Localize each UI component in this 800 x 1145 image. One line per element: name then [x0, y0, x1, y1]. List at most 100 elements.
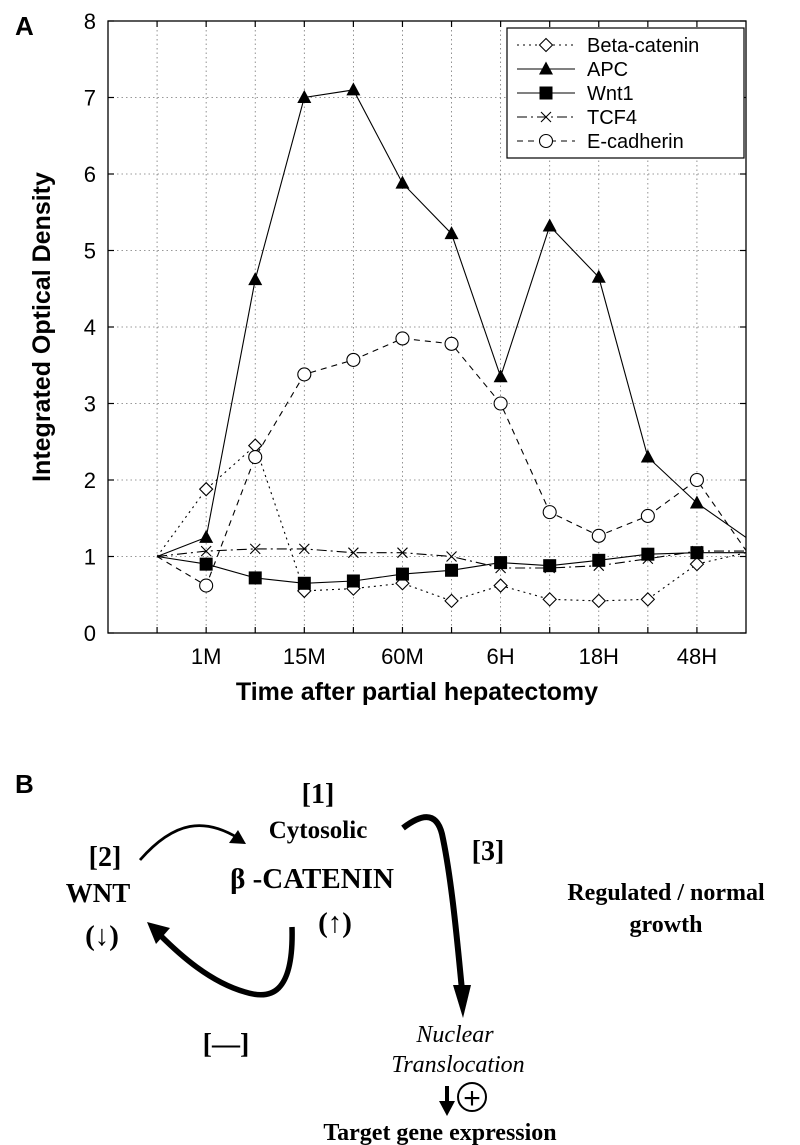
- target-gene-label: Target gene expression: [323, 1120, 556, 1145]
- series-e-cadherin: [156, 331, 747, 593]
- data-point: [542, 592, 557, 607]
- data-point: [591, 528, 606, 543]
- y-tick-label: 2: [84, 468, 96, 493]
- data-point: [493, 369, 508, 383]
- y-tick-label: 5: [84, 239, 96, 264]
- wnt-to-catenin-arrowhead: [229, 830, 246, 844]
- nuclear-line2: Translocation: [391, 1052, 524, 1078]
- legend-item: Beta-catenin: [517, 35, 699, 57]
- series-beta-catenin: [156, 438, 747, 609]
- x-axis-label: Time after partial hepatectomy: [236, 678, 598, 706]
- data-point: [397, 547, 408, 559]
- data-point: [347, 547, 359, 559]
- data-point: [248, 449, 263, 465]
- data-point: [198, 481, 214, 497]
- x-tick-label: 18H: [579, 644, 619, 669]
- y-tick-label: 7: [84, 86, 96, 111]
- down-arrow-small: [439, 1086, 455, 1116]
- data-point: [346, 352, 361, 367]
- data-point: [493, 396, 508, 411]
- data-point: [691, 545, 703, 557]
- x-tick-label: 6H: [487, 644, 515, 669]
- data-point: [444, 593, 459, 609]
- data-point: [640, 592, 656, 607]
- panel-a-label: A: [15, 11, 34, 41]
- data-point: [493, 578, 508, 593]
- data-point: [542, 218, 557, 232]
- data-point: [297, 90, 312, 103]
- series-apc: [156, 82, 747, 558]
- x-axis-ticks: 1M 15M 60M 6H 18H 48H: [156, 21, 717, 669]
- y-axis-ticks: 0 1 2 3 4 5 6 7 8: [84, 9, 746, 646]
- circled-plus-symbol: +: [457, 1082, 487, 1115]
- data-point: [346, 574, 360, 588]
- data-point: [346, 82, 361, 96]
- series-wnt1: [157, 546, 746, 590]
- y-tick-label: 1: [84, 545, 96, 570]
- y-tick-label: 0: [84, 621, 96, 646]
- wnt-label: WNT: [66, 878, 131, 908]
- step-2-tag: [2]: [89, 842, 122, 873]
- data-point: [297, 367, 312, 382]
- data-point: [591, 269, 606, 283]
- beta-catenin-up: (↑): [318, 907, 352, 939]
- legend-label: Wnt1: [587, 83, 634, 105]
- step-3-tag: [3]: [472, 836, 505, 867]
- data-point: [444, 226, 459, 240]
- legend-label: TCF4: [587, 107, 637, 129]
- data-point: [395, 175, 410, 189]
- data-point: [298, 543, 310, 555]
- data-point: [199, 529, 214, 543]
- legend-item: Wnt1: [517, 83, 634, 105]
- data-point: [640, 508, 655, 524]
- y-tick-label: 3: [84, 392, 96, 417]
- legend-item: E-cadherin: [517, 131, 684, 153]
- data-point: [446, 551, 457, 562]
- svg-text:+: +: [463, 1082, 481, 1115]
- legend-item: TCF4: [517, 107, 637, 129]
- data-point: [640, 449, 655, 463]
- data-point: [445, 563, 459, 577]
- inhibition-tag: [—]: [203, 1029, 250, 1060]
- wnt-to-catenin-arrow: [138, 824, 239, 861]
- data-point: [539, 61, 553, 75]
- legend-label: APC: [587, 59, 628, 81]
- legend-label: Beta-catenin: [587, 35, 699, 57]
- series-line: [156, 444, 747, 602]
- panel-b-label: B: [15, 769, 34, 799]
- beta-catenin-label: β -CATENIN: [230, 863, 394, 895]
- x-tick-label: 15M: [283, 644, 326, 669]
- y-tick-label: 4: [84, 315, 96, 340]
- series-tcf4: [157, 543, 746, 574]
- data-point: [593, 560, 605, 572]
- data-point: [591, 593, 607, 609]
- regulated-growth-line1: Regulated / normal: [567, 880, 765, 906]
- data-point: [540, 111, 552, 123]
- translocation-curve: [401, 814, 465, 991]
- data-point: [495, 562, 507, 574]
- data-point: [544, 562, 556, 574]
- x-tick-label: 48H: [677, 644, 717, 669]
- translocation-arrowhead: [453, 985, 471, 1018]
- data-point: [690, 546, 704, 560]
- data-point: [395, 567, 409, 581]
- data-point: [543, 559, 557, 573]
- data-point: [542, 505, 557, 520]
- series-group: [156, 82, 747, 609]
- data-point: [200, 545, 212, 557]
- cytosolic-label: Cytosolic: [269, 817, 368, 844]
- data-point: [248, 272, 263, 286]
- pathway-diagram: [1] Cytosolic β -CATENIN (↑) [2] WNT (↓)…: [66, 779, 765, 1145]
- wnt-down: (↓): [85, 920, 119, 952]
- data-point: [248, 571, 262, 585]
- data-point: [538, 37, 554, 53]
- data-point: [249, 543, 261, 555]
- nuclear-line1: Nuclear: [415, 1022, 494, 1048]
- y-tick-label: 6: [84, 162, 96, 187]
- data-point: [199, 578, 214, 593]
- y-axis-label: Integrated Optical Density: [28, 172, 56, 482]
- data-point: [642, 553, 654, 565]
- data-point: [297, 576, 311, 590]
